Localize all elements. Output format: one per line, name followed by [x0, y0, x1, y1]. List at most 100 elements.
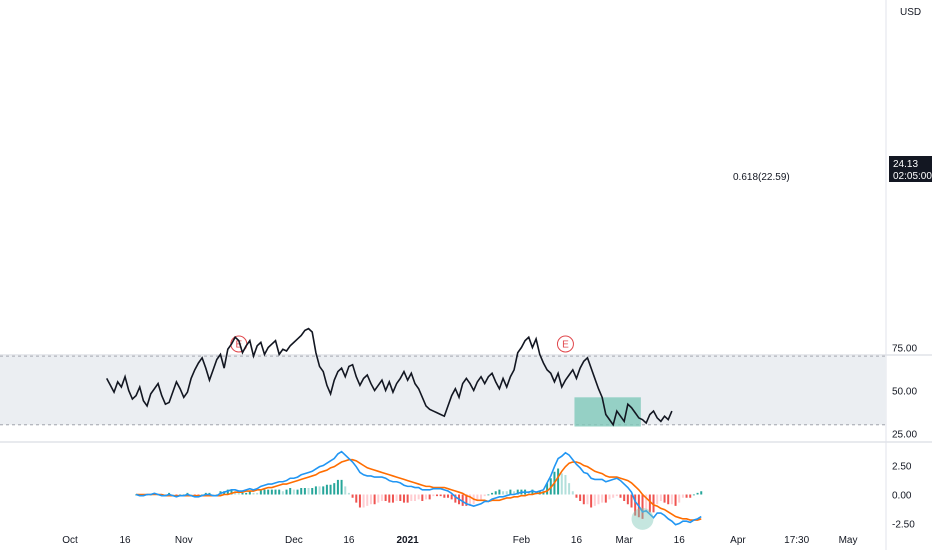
macd-histogram-bar[interactable]: [245, 492, 248, 495]
macd-histogram-bar[interactable]: [237, 492, 240, 495]
macd-histogram-bar[interactable]: [454, 494, 457, 503]
macd-histogram-bar[interactable]: [399, 494, 402, 501]
macd-histogram-bar[interactable]: [692, 494, 695, 496]
macd-histogram-bar[interactable]: [256, 492, 259, 495]
macd-histogram-bar[interactable]: [274, 489, 277, 495]
macd-histogram-bar[interactable]: [641, 494, 644, 519]
macd-histogram-bar[interactable]: [226, 489, 229, 495]
macd-histogram-bar[interactable]: [586, 494, 589, 505]
macd-signal-line[interactable]: [136, 458, 702, 521]
rsi-highlight-box[interactable]: [574, 397, 641, 427]
macd-histogram-bar[interactable]: [270, 489, 273, 495]
macd-histogram-bar[interactable]: [700, 491, 703, 495]
macd-histogram-bar[interactable]: [377, 494, 380, 503]
macd-histogram-bar[interactable]: [259, 489, 262, 495]
macd-histogram-bar[interactable]: [388, 494, 391, 503]
macd-histogram-bar[interactable]: [476, 494, 479, 501]
price-pane[interactable]: (i)(ii)(iii)(iv)(v)(a)(b)(c)12EE: [68, 0, 725, 353]
macd-histogram-bar[interactable]: [670, 494, 673, 505]
macd-histogram-bar[interactable]: [351, 494, 354, 498]
macd-histogram-bar[interactable]: [285, 489, 288, 495]
macd-histogram-bar[interactable]: [413, 494, 416, 501]
macd-histogram-bar[interactable]: [480, 494, 483, 500]
macd-histogram-bar[interactable]: [505, 491, 508, 495]
macd-histogram-bar[interactable]: [340, 479, 343, 495]
macd-histogram-bar[interactable]: [252, 492, 255, 495]
macd-histogram-bar[interactable]: [681, 494, 684, 498]
price-axis[interactable]: 8.6010.0011.5013.5016.5019.5026.5030.503…: [892, 0, 917, 531]
macd-histogram-bar[interactable]: [267, 489, 270, 495]
macd-highlight-circle[interactable]: [631, 507, 654, 530]
macd-histogram-bar[interactable]: [366, 494, 369, 506]
macd-histogram-bar[interactable]: [355, 494, 358, 503]
macd-histogram-bar[interactable]: [502, 491, 505, 495]
macd-histogram-bar[interactable]: [608, 494, 611, 500]
macd-histogram-bar[interactable]: [630, 494, 633, 508]
macd-histogram-bar[interactable]: [513, 491, 516, 495]
macd-histogram-bar[interactable]: [395, 494, 398, 501]
macd-histogram-bar[interactable]: [380, 494, 383, 501]
macd-line[interactable]: [135, 450, 702, 526]
rsi-line[interactable]: [105, 327, 673, 427]
macd-histogram-bar[interactable]: [575, 494, 578, 498]
macd-histogram-bar[interactable]: [674, 494, 677, 506]
macd-histogram-bar[interactable]: [465, 494, 468, 506]
macd-histogram-bar[interactable]: [615, 494, 618, 497]
macd-histogram-bar[interactable]: [593, 494, 596, 506]
macd-histogram-bar[interactable]: [612, 494, 615, 498]
macd-histogram-bar[interactable]: [531, 489, 534, 495]
macd-histogram-bar[interactable]: [685, 494, 688, 498]
rsi-pane[interactable]: [0, 327, 886, 427]
macd-histogram-bar[interactable]: [582, 494, 585, 505]
macd-histogram-bar[interactable]: [384, 494, 387, 501]
macd-histogram-bar[interactable]: [571, 491, 574, 495]
macd-histogram-bar[interactable]: [678, 494, 681, 503]
macd-histogram-bar[interactable]: [626, 494, 629, 505]
macd-histogram-bar[interactable]: [645, 494, 648, 513]
macd-histogram-bar[interactable]: [204, 492, 207, 495]
macd-histogram-bar[interactable]: [248, 491, 251, 495]
time-axis[interactable]: Oct 16 Nov Dec 16 2021 Feb 16 Mar 16 Apr 17:30 May: [62, 535, 857, 546]
macd-histogram-bar[interactable]: [358, 494, 361, 508]
macd-histogram-bar[interactable]: [307, 488, 310, 495]
macd-histogram-bar[interactable]: [450, 494, 453, 500]
macd-histogram-bar[interactable]: [311, 488, 314, 495]
macd-histogram-bar[interactable]: [663, 494, 666, 503]
macd-histogram-bar[interactable]: [516, 489, 519, 495]
macd-histogram-bar[interactable]: [436, 494, 438, 497]
macd-histogram-bar[interactable]: [432, 494, 435, 497]
macd-histogram-bar[interactable]: [303, 488, 306, 495]
macd-histogram-bar[interactable]: [509, 489, 512, 495]
macd-histogram-bar[interactable]: [428, 494, 431, 500]
macd-histogram-bar[interactable]: [373, 494, 376, 505]
macd-histogram-bar[interactable]: [322, 486, 325, 495]
macd-histogram-bar[interactable]: [333, 483, 336, 495]
macd-histogram-bar[interactable]: [278, 489, 281, 495]
macd-histogram-bar[interactable]: [421, 494, 424, 501]
macd-histogram-bar[interactable]: [623, 494, 626, 501]
macd-histogram-bar[interactable]: [447, 494, 450, 498]
macd-histogram-bar[interactable]: [391, 494, 394, 503]
macd-histogram-bar[interactable]: [318, 486, 321, 495]
macd-histogram-bar[interactable]: [263, 489, 266, 495]
macd-histogram-bar[interactable]: [568, 483, 571, 495]
macd-histogram-bar[interactable]: [619, 494, 622, 498]
macd-histogram-bar[interactable]: [696, 492, 699, 495]
macd-histogram-bar[interactable]: [424, 494, 427, 500]
macd-histogram-bar[interactable]: [491, 492, 494, 495]
macd-histogram-bar[interactable]: [344, 486, 347, 495]
macd-histogram-bar[interactable]: [417, 494, 420, 500]
macd-histogram-bar[interactable]: [292, 489, 295, 495]
macd-histogram-bar[interactable]: [439, 494, 442, 497]
macd-histogram-bar[interactable]: [461, 494, 464, 506]
macd-histogram-bar[interactable]: [241, 492, 244, 495]
macd-histogram-bar[interactable]: [597, 494, 600, 505]
macd-histogram-bar[interactable]: [546, 483, 549, 495]
macd-histogram-bar[interactable]: [487, 494, 490, 496]
earnings-marker[interactable]: [556, 335, 574, 353]
macd-histogram-bar[interactable]: [483, 494, 486, 497]
macd-histogram-bar[interactable]: [579, 494, 582, 501]
macd-histogram-bar[interactable]: [564, 475, 567, 495]
macd-histogram-bar[interactable]: [347, 492, 350, 495]
